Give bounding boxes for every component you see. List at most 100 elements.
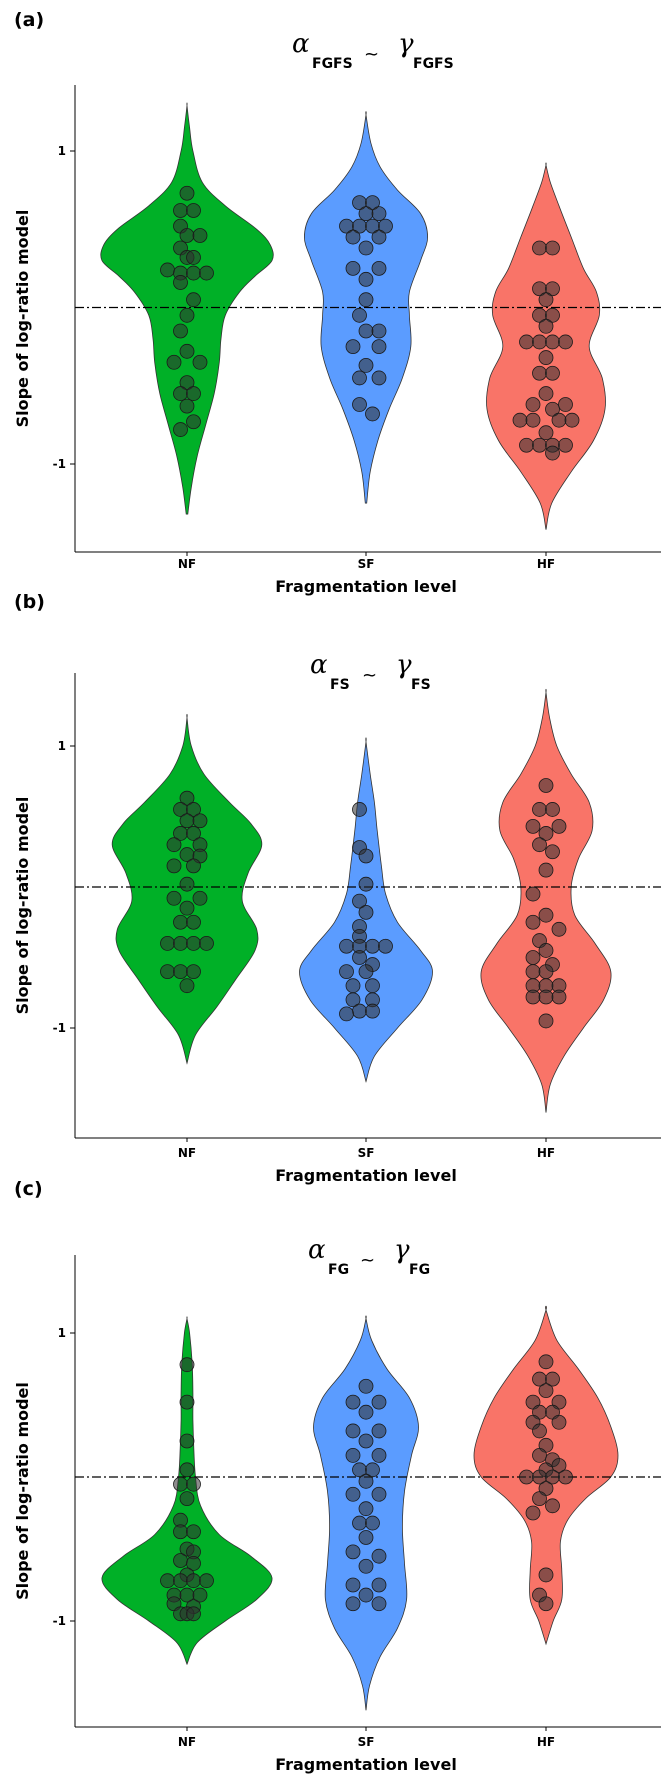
data-point-hf [545,401,560,417]
x-axis-title: Fragmentation level [275,1755,457,1774]
data-point-nf [186,1606,201,1622]
data-point-hf [532,837,547,853]
data-point-sf [371,370,387,386]
data-point-nf [160,262,175,278]
data-point-sf [371,1486,387,1502]
data-point-nf [186,203,201,218]
data-point-nf [199,1573,214,1589]
data-point-hf [545,334,560,350]
data-point-hf [538,964,554,979]
data-point-hf [512,412,528,428]
x-tick-label-hf: HF [537,1146,555,1160]
formula: αFS ~ γFS [310,650,431,693]
data-point-hf [525,914,541,930]
data-point-hf [532,365,547,381]
data-point-nf [186,250,201,265]
data-point-hf [545,844,560,860]
formula: αFG ~ γFG [308,1235,430,1278]
data-point-hf [525,397,541,412]
y-axis-title: Slope of log-ratio model [13,1382,32,1600]
data-point-hf [525,412,541,428]
formula-gamma-sub: FGFS [413,56,454,72]
formula-gamma: γ [396,650,412,680]
data-point-hf [525,818,541,834]
data-point-sf [352,893,367,909]
data-point-hf [538,350,554,365]
data-point-nf [186,914,201,930]
data-point-sf [358,848,374,864]
data-point-nf [192,890,208,906]
data-point-sf [371,206,387,222]
data-point-hf [532,1491,547,1506]
data-point-nf [173,936,188,951]
data-point-sf [378,938,393,954]
y-axis-title: Slope of log-ratio model [13,210,32,428]
data-point-sf [358,1404,374,1420]
data-point-sf [345,229,361,245]
panel-label: (b) [14,591,45,613]
data-point-sf [345,1544,361,1560]
data-point-sf [358,323,374,339]
data-point-nf [186,826,201,841]
data-point-hf [538,862,554,878]
data-point-hf [538,826,554,841]
data-point-hf [551,921,567,937]
data-point-sf [371,1394,387,1410]
data-point-nf [173,422,188,437]
data-point-nf [186,964,201,979]
data-point-hf [545,1371,560,1387]
formula-gamma-sub: FG [409,1262,430,1278]
data-point-hf [525,886,541,902]
data-point-sf [358,1473,374,1489]
data-point-sf [352,802,367,817]
data-point-sf [365,406,380,422]
data-point-nf [179,398,195,414]
data-point-sf [358,271,374,287]
data-point-sf [345,1394,361,1410]
data-point-nf [179,1394,195,1410]
data-point-sf [352,1003,367,1019]
y-tick-label: 1 [58,144,66,158]
data-point-nf [199,936,214,951]
data-point-hf [532,1448,547,1463]
y-tick-label: -1 [53,1614,66,1628]
formula-alpha-sub: FG [328,1262,349,1278]
formula-alpha: α [292,29,310,59]
data-point-hf [532,240,547,256]
x-tick-label-hf: HF [537,1735,555,1749]
x-tick-label-sf: SF [358,1735,375,1749]
x-tick-label-hf: HF [537,557,555,571]
data-point-sf [358,964,374,979]
data-point-hf [532,1423,547,1439]
data-point-nf [179,307,195,323]
x-axis-title: Fragmentation level [275,577,457,596]
data-point-hf [532,334,547,350]
data-point-nf [173,1524,188,1540]
data-point-nf [160,964,175,979]
data-point-sf [371,229,387,245]
data-point-hf [525,950,541,965]
data-point-nf [186,802,201,817]
data-point-nf [173,323,188,339]
data-point-sf [371,1423,387,1439]
data-point-nf [166,837,182,853]
data-point-nf [199,265,214,281]
data-point-nf [192,1587,208,1603]
data-point-sf [339,938,354,954]
data-point-hf [545,281,560,297]
data-point-nf [166,890,182,906]
data-point-hf [545,445,560,461]
data-point-nf [186,1573,201,1589]
x-tick-label-sf: SF [358,1146,375,1160]
data-point-nf [173,275,188,290]
data-point-hf [532,802,547,817]
data-point-nf [186,265,201,281]
data-point-hf [538,943,554,958]
data-point-sf [358,240,374,256]
data-point-sf [371,260,387,276]
data-point-sf [371,1596,387,1612]
data-point-nf [179,185,195,201]
violin-hf [486,162,606,530]
